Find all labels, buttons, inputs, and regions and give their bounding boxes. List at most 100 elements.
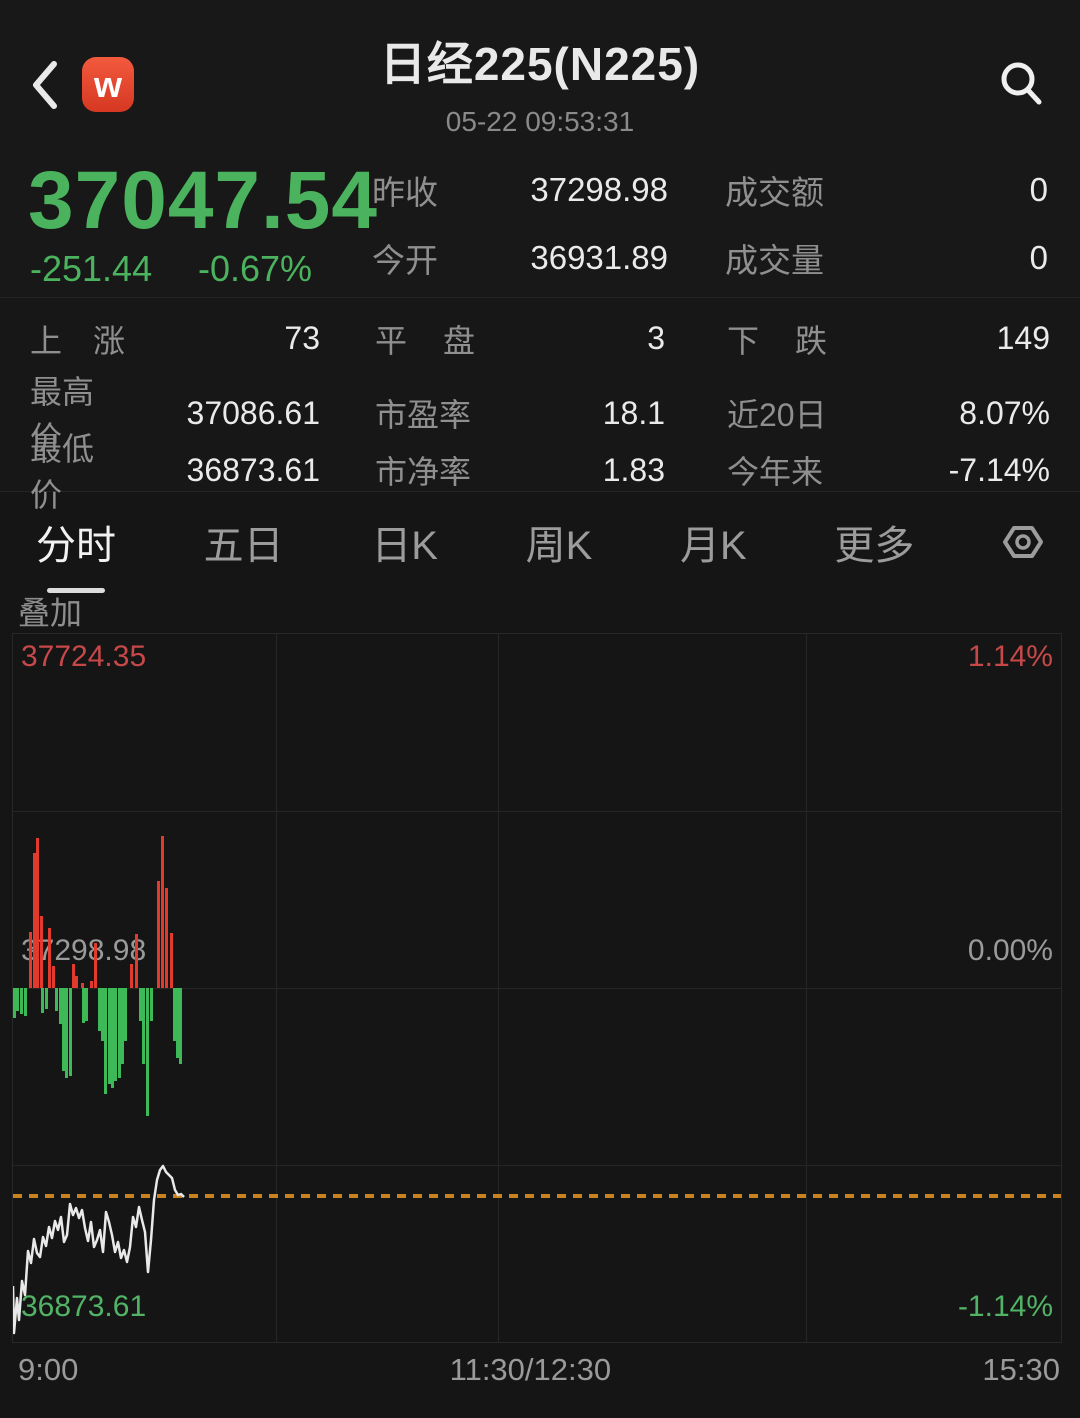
grid-line-horizontal — [13, 988, 1061, 989]
time-axis-start: 9:00 — [18, 1352, 79, 1387]
stat-label: 平盘 — [375, 322, 475, 359]
down-volume-bar — [85, 988, 88, 1021]
chart-high-price-label: 37724.35 — [21, 640, 147, 673]
down-volume-bar — [13, 988, 16, 1018]
stats-row: 上涨 73 平盘 3 下跌 149 — [30, 310, 1050, 367]
stat-label: 今年来 — [727, 454, 824, 490]
down-volume-bar — [111, 988, 114, 1088]
period-tabs: 分时 五日 日K 周K 月K 更多 — [0, 492, 1080, 592]
tab-daily-k[interactable]: 日K — [371, 524, 438, 568]
up-volume-bar — [130, 964, 133, 988]
grid-line-horizontal — [13, 1165, 1061, 1166]
stat-value: 8.07% — [959, 394, 1050, 431]
last-price: 37047.54 — [28, 155, 379, 246]
up-volume-bar — [81, 983, 84, 988]
stat-value: 149 — [996, 320, 1050, 356]
stat-value: 18.1 — [602, 394, 665, 431]
down-volume-bar — [69, 988, 72, 1076]
field-label: 昨收 — [372, 174, 438, 211]
down-volume-bar — [62, 988, 65, 1071]
down-volume-bar — [41, 988, 44, 1013]
tab-5day[interactable]: 五日 — [203, 524, 284, 568]
down-volume-bar — [150, 988, 153, 1021]
overlay-button[interactable]: 叠加 — [18, 595, 83, 631]
quote-timestamp: 05-22 09:53:31 — [445, 106, 635, 137]
chart-low-pct-label: -1.14% — [957, 1290, 1053, 1323]
tab-monthly-k[interactable]: 月K — [680, 524, 747, 568]
tab-weekly-k[interactable]: 周K — [525, 524, 593, 568]
up-volume-bar — [40, 916, 43, 988]
down-volume-bar — [114, 988, 117, 1081]
price-change-pct: -0.67% — [198, 248, 313, 289]
up-volume-bar — [161, 836, 164, 988]
chart-low-price-label: 36873.61 — [21, 1290, 147, 1323]
up-volume-bar — [94, 943, 97, 988]
down-volume-bar — [45, 988, 48, 1009]
up-volume-bar — [48, 928, 51, 988]
down-volume-bar — [82, 988, 85, 1023]
search-icon[interactable] — [998, 60, 1044, 108]
stat-label: 最高价 — [30, 374, 95, 456]
price-change: -251.44 — [30, 248, 153, 289]
up-volume-bar — [29, 932, 32, 988]
stats-row: 最高价 37086.61 市盈率 18.1 近20日 8.07% — [30, 367, 1050, 456]
chart-prevclose-pct-label: 0.00% — [967, 934, 1053, 967]
down-volume-bar — [98, 988, 101, 1031]
up-volume-bar — [135, 934, 138, 988]
down-volume-bar — [55, 988, 58, 1011]
down-volume-bar — [173, 988, 176, 1041]
grid-line-horizontal — [13, 811, 1061, 812]
stat-label: 上涨 — [30, 322, 125, 359]
down-volume-bar — [142, 988, 145, 1064]
price-line — [13, 1164, 185, 1335]
chart-high-pct-label: 1.14% — [967, 640, 1053, 673]
stat-value: 73 — [284, 320, 320, 356]
up-volume-bar — [75, 976, 78, 988]
stat-value: 36873.61 — [186, 451, 320, 488]
page-title: 日经225(N225) — [379, 38, 701, 90]
stat-value: 3 — [647, 320, 665, 356]
down-volume-bar — [118, 988, 121, 1078]
price-line-layer — [13, 1164, 1061, 1335]
stats-row: 最低价 36873.61 市净率 1.83 今年来 -7.14% — [30, 424, 1050, 513]
field-value: 0 — [1029, 239, 1048, 276]
up-volume-bar — [52, 966, 55, 988]
tab-more[interactable]: 更多 — [834, 524, 915, 568]
quote-summary: 37047.54 -251.44 -0.67% 昨收 37298.98 成交额 … — [0, 150, 1080, 298]
stat-label: 市盈率 — [375, 397, 472, 433]
stat-value: -7.14% — [948, 451, 1050, 488]
stat-value: 1.83 — [602, 451, 665, 488]
down-volume-bar — [20, 988, 23, 1014]
down-volume-bar — [104, 988, 107, 1094]
field-value: 37298.98 — [530, 171, 668, 208]
down-volume-bar — [121, 988, 124, 1064]
time-axis: 9:00 11:30/12:30 15:30 — [12, 1352, 1060, 1388]
down-volume-bar — [65, 988, 68, 1078]
up-volume-bar — [33, 853, 36, 988]
down-volume-bar — [124, 988, 127, 1041]
chart-settings-icon[interactable] — [1002, 523, 1044, 561]
down-volume-bar — [139, 988, 142, 1021]
minute-chart[interactable]: 37724.35 1.14% 37298.98 0.00% 36873.61 -… — [12, 633, 1062, 1343]
down-volume-bar — [24, 988, 27, 1016]
stat-label: 下跌 — [727, 322, 827, 359]
up-volume-bar — [72, 964, 75, 988]
field-value: 0 — [1029, 171, 1048, 208]
wind-app-logo[interactable]: W — [82, 57, 134, 112]
down-volume-bar — [146, 988, 149, 1116]
down-volume-bar — [108, 988, 111, 1084]
stat-label: 市净率 — [375, 454, 472, 490]
up-volume-bar — [157, 881, 160, 988]
up-volume-bar — [36, 838, 39, 988]
down-volume-bar — [179, 988, 182, 1064]
quote-fields: 昨收 37298.98 成交额 0 今开 36931.89 成交量 0 — [372, 166, 1048, 282]
field-label: 成交量 — [725, 242, 824, 279]
field-value: 36931.89 — [530, 239, 668, 276]
back-icon[interactable] — [26, 56, 66, 114]
down-volume-bar — [176, 988, 179, 1058]
tab-minute[interactable]: 分时 — [36, 513, 116, 571]
stat-label: 近20日 — [727, 397, 827, 433]
up-volume-bar — [165, 888, 168, 988]
down-volume-bar — [59, 988, 62, 1024]
